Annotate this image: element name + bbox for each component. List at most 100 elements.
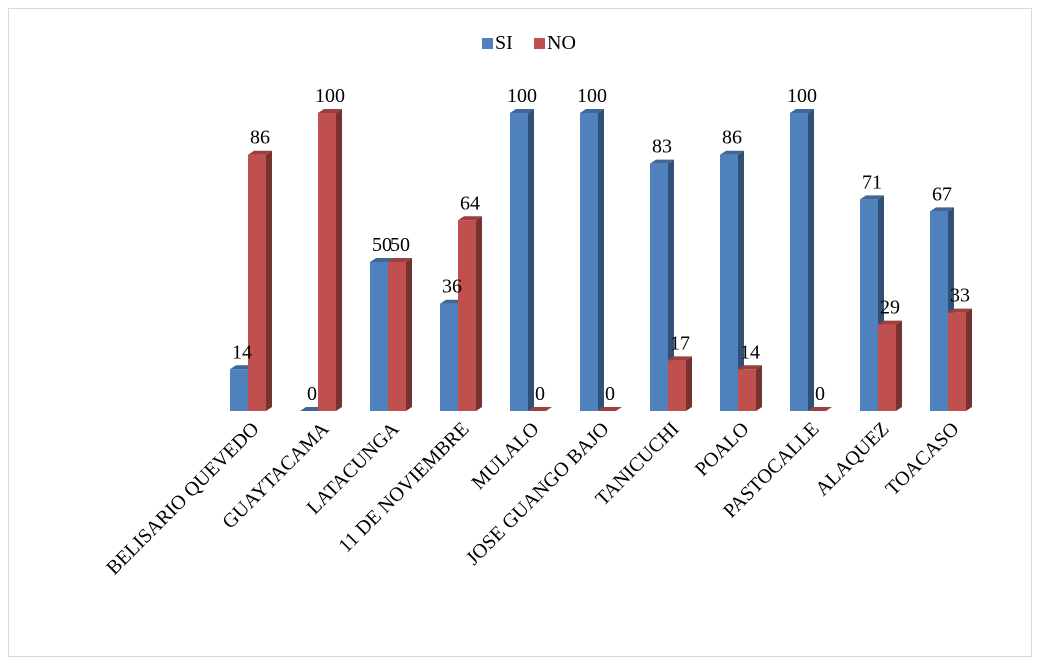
bar-no-6	[668, 356, 692, 411]
bar-side-no-7	[756, 365, 762, 411]
bar-top-no-4	[528, 407, 552, 411]
bar-side-si-4	[528, 109, 534, 411]
bar-front-si-0	[230, 369, 248, 411]
bar-si-5	[580, 109, 604, 411]
bar-top-no-3	[458, 216, 482, 221]
bar-side-no-6	[686, 356, 692, 411]
chart-bars	[230, 109, 972, 411]
bar-front-si-6	[650, 163, 668, 411]
bar-no-2	[388, 258, 412, 411]
bar-top-si-4	[510, 109, 534, 113]
bar-top-no-0	[248, 150, 272, 155]
data-label-no-7: 14	[740, 341, 760, 363]
bar-no-10	[948, 308, 972, 411]
bar-front-no-0	[248, 154, 266, 411]
bar-no-4	[528, 407, 552, 411]
bar-no-7	[738, 365, 762, 411]
bar-front-si-8	[790, 113, 808, 411]
legend-swatch-no	[534, 38, 545, 49]
bar-no-8	[808, 407, 832, 411]
bar-top-no-2	[388, 258, 412, 262]
bar-top-si-2	[370, 258, 394, 262]
data-label-si-3: 36	[442, 276, 462, 298]
bar-front-no-7	[738, 369, 756, 411]
bar-front-si-5	[580, 113, 598, 411]
data-label-si-6: 83	[652, 136, 672, 158]
bar-front-no-1	[318, 113, 336, 411]
bar-front-si-3	[440, 303, 458, 411]
data-label-no-1: 100	[315, 85, 345, 107]
data-label-si-1: 0	[307, 383, 317, 405]
data-label-no-8: 0	[815, 383, 825, 405]
legend-label-no: NO	[547, 32, 576, 54]
bar-no-3	[458, 216, 482, 411]
bar-side-no-2	[406, 258, 412, 411]
data-label-si-0: 14	[232, 341, 252, 363]
bar-no-1	[318, 109, 342, 411]
bar-top-si-10	[930, 207, 954, 212]
bar-top-no-6	[668, 356, 692, 361]
bar-top-no-5	[598, 407, 622, 411]
data-label-no-0: 86	[250, 127, 270, 149]
bar-top-si-7	[720, 150, 744, 155]
bar-side-no-3	[476, 216, 482, 411]
bar-si-6	[650, 159, 674, 411]
bar-no-5	[598, 407, 622, 411]
chart-legend: SI NO	[482, 32, 576, 54]
bar-top-si-5	[580, 109, 604, 113]
bar-side-no-9	[896, 320, 902, 411]
x-label-10: TOACASO	[881, 418, 963, 500]
data-label-si-5: 100	[577, 85, 607, 107]
bar-top-si-8	[790, 109, 814, 113]
data-label-no-6: 17	[670, 332, 690, 354]
bar-side-si-7	[738, 150, 744, 411]
bar-front-no-10	[948, 312, 966, 411]
bar-front-si-2	[370, 262, 388, 411]
legend-label-si: SI	[495, 32, 513, 54]
bar-top-no-10	[948, 308, 972, 313]
data-label-si-2: 50	[372, 234, 392, 256]
bar-top-no-8	[808, 407, 832, 411]
bar-front-no-2	[388, 262, 406, 411]
bar-front-si-4	[510, 113, 528, 411]
bar-side-no-10	[966, 308, 972, 411]
data-label-no-3: 64	[460, 192, 480, 214]
data-label-si-10: 67	[932, 183, 952, 205]
bar-top-si-6	[650, 159, 674, 164]
bar-side-no-0	[266, 150, 272, 411]
bar-front-no-9	[878, 324, 896, 411]
x-label-7: POALO	[691, 418, 754, 481]
bar-front-si-10	[930, 211, 948, 411]
bar-top-no-9	[878, 320, 902, 325]
bar-front-si-7	[720, 154, 738, 411]
bar-side-si-8	[808, 109, 814, 411]
data-label-no-10: 33	[950, 285, 970, 307]
data-label-si-9: 71	[862, 171, 882, 193]
bar-no-0	[248, 150, 272, 411]
bar-front-no-3	[458, 220, 476, 411]
bar-no-9	[878, 320, 902, 411]
bar-si-4	[510, 109, 534, 411]
x-label-3: 11 DE NOVIEMBRE	[334, 418, 473, 557]
bar-top-no-1	[318, 109, 342, 113]
bar-side-si-6	[668, 159, 674, 411]
legend-swatch-si	[482, 38, 493, 49]
bar-front-si-9	[860, 199, 878, 411]
x-label-5: JOSE GUANGO BAJO	[462, 418, 613, 569]
bar-side-si-5	[598, 109, 604, 411]
bar-front-no-6	[668, 360, 686, 411]
data-label-no-4: 0	[535, 383, 545, 405]
x-label-9: ALAQUEZ	[811, 418, 893, 500]
bar-si-7	[720, 150, 744, 411]
data-label-no-2: 50	[390, 234, 410, 256]
bar-side-no-1	[336, 109, 342, 411]
bar-top-si-9	[860, 195, 884, 200]
data-label-si-8: 100	[787, 85, 817, 107]
bar-top-no-7	[738, 365, 762, 370]
data-label-no-9: 29	[880, 297, 900, 319]
data-label-si-4: 100	[507, 85, 537, 107]
data-label-no-5: 0	[605, 383, 615, 405]
